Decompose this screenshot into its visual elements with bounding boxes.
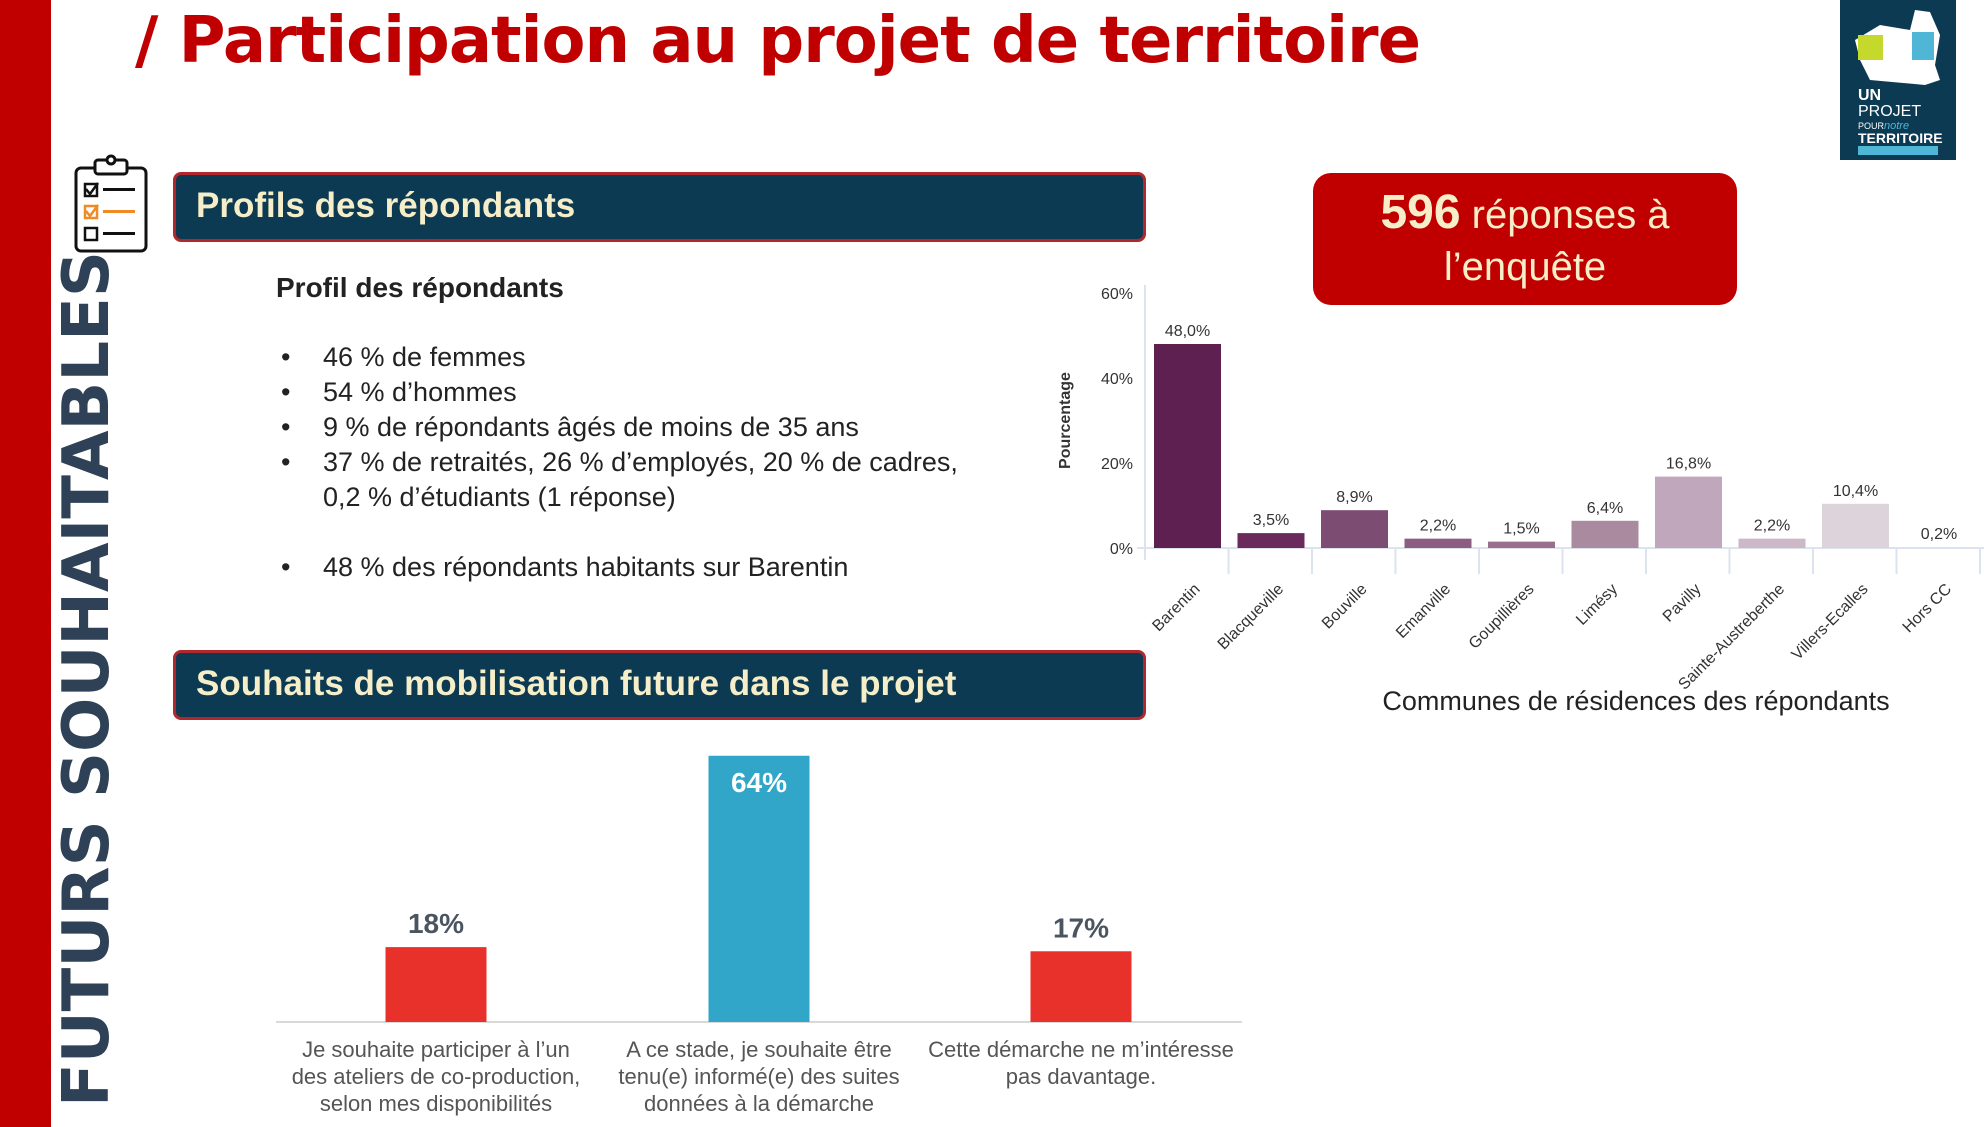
category-label-line: Je souhaite participer à l’un [302,1037,570,1062]
category-label: Cette démarche ne m’intéresse pas davanta… [926,1036,1236,1090]
response-count-text2: l’enquête [1443,245,1607,289]
bar-Villers-Ecalles [1822,503,1889,548]
chart-xlabel: Communes de résidences des répondants [1382,686,1890,716]
bullet-text: 37 % de retraités, 26 % d’employés, 20 %… [323,447,958,477]
bar-Sainte-Austreberthe [1738,538,1806,548]
category-label-line: Cette démarche ne m’intéresse [928,1037,1234,1062]
x-tick-label: Bouville [1319,581,1371,633]
communes-bar-chart: 0% 20% 40% 60% Pourcentage 48,0% Barentin 3,5% B… [1057,285,1984,690]
bullet: • [281,377,291,407]
side-label: FUTURS SOUHAITABLES [50,251,124,1107]
bullet: • [281,552,291,582]
data-label: 64% [731,767,787,798]
category-label-line: A ce stade, je souhaite être [626,1037,892,1062]
bar-Limésy [1571,520,1639,548]
y-tick-label: 60% [1101,286,1133,303]
bullet: • [281,412,291,442]
bar-Pavilly [1655,476,1722,548]
checklist-icon [73,154,149,259]
y-tick-label: 20% [1101,456,1133,473]
bullet: • [281,342,291,372]
data-label: 10,4% [1833,483,1878,500]
response-count-text: réponses à [1460,193,1670,237]
bullet-text: 54 % d’hommes [323,377,517,407]
side-accent-bar [0,0,51,1127]
data-label: 2,2% [1754,518,1790,535]
category-label-line: tenu(e) informé(e) des suites [618,1064,900,1089]
svg-text:POURnotre: POURnotre [1858,120,1909,132]
bar-Goupillières [1488,541,1555,548]
category-label-line: selon mes disponibilités [319,1091,553,1116]
logo: UN PROJET POURnotre TERRITOIRE [1840,0,1956,160]
bar-Blacqueville [1237,533,1305,548]
bar-Bouville [1321,510,1388,548]
data-label: 2,2% [1420,518,1456,535]
x-tick-label: Villers-Ecalles [1789,581,1872,664]
x-tick-label: Hors CC [1900,581,1955,636]
data-label: 3,5% [1253,512,1289,529]
bullet-text: 46 % de femmes [323,342,526,372]
x-tick-label: Limésy [1573,581,1621,629]
data-label: 6,4% [1587,500,1623,517]
bar [1030,951,1132,1022]
response-count: 596 [1380,186,1461,239]
data-label: 48,0% [1165,323,1210,340]
bullet-text: 48 % des répondants habitants sur Barent… [323,552,849,582]
svg-text:UN: UN [1858,87,1881,104]
data-label: 8,9% [1336,489,1372,506]
svg-text:TERRITOIRE: TERRITOIRE [1858,130,1943,146]
bar-Barentin [1154,344,1221,548]
category-label-line: données à la démarche [644,1091,874,1116]
data-label: 16,8% [1666,456,1711,473]
y-axis-label: Pourcentage [1057,372,1074,469]
category-label-line: pas davantage. [1005,1064,1157,1089]
data-label: 17% [1053,912,1109,943]
x-tick-label: Goupillières [1466,581,1538,653]
bullet-text: 9 % de répondants âgés de moins de 35 an… [323,412,859,442]
bar [708,755,810,1022]
x-tick-label: Emanville [1393,581,1454,642]
category-label: A ce stade, je souhaite être tenu(e) info… [604,1036,914,1117]
x-tick-label: Pavilly [1660,581,1705,626]
mobilisation-bar-chart: 18% 64% 17% [276,755,1242,1023]
bar-Hors CC [1905,547,1973,548]
data-label: 18% [408,908,464,939]
data-label: 0,2% [1921,526,1957,543]
category-label: Je souhaite participer à l’un des atelier… [281,1036,591,1117]
bar [385,947,487,1022]
bullet: • [281,447,291,477]
y-tick-label: 0% [1110,541,1133,558]
y-tick-label: 40% [1101,371,1133,388]
profile-subtitle: Profil des répondants [276,272,564,303]
section-header-profils: Profils des répondants [173,172,1146,242]
section-header-souhaits: Souhaits de mobilisation future dans le … [173,650,1146,720]
x-tick-label: Barentin [1149,581,1203,635]
response-count-badge: 596 réponses à l’enquête [1313,173,1737,305]
svg-text:PROJET: PROJET [1858,103,1921,120]
bar-Emanville [1404,538,1472,548]
x-tick-label: Blacqueville [1215,581,1287,653]
data-label: 1,5% [1503,521,1539,538]
page-title: / Participation au projet de territoire [135,4,1421,78]
category-label-line: des ateliers de co-production, [291,1064,581,1089]
bullet-text: 0,2 % d’étudiants (1 réponse) [323,482,676,512]
